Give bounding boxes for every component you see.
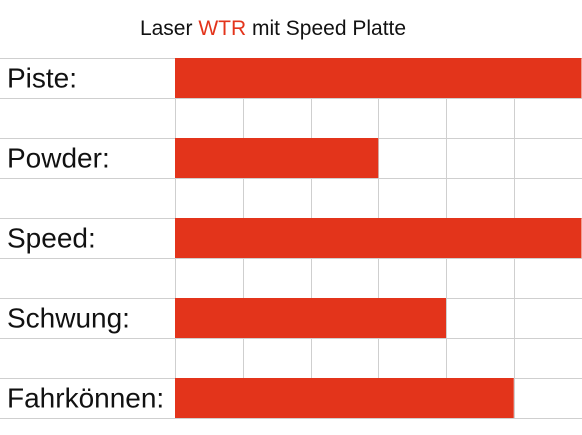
title-part: WTR bbox=[198, 17, 246, 40]
bar bbox=[175, 138, 379, 178]
title-part: mit Speed Platte bbox=[246, 17, 406, 40]
category-label: Powder: bbox=[7, 142, 110, 173]
bar bbox=[175, 378, 514, 418]
category-label: Fahrkönnen: bbox=[7, 382, 164, 413]
category-label: Speed: bbox=[7, 222, 96, 253]
bar bbox=[175, 298, 446, 338]
chart-title: Laser WTR mit Speed Platte bbox=[140, 17, 406, 40]
bar bbox=[175, 58, 582, 98]
bar bbox=[175, 218, 582, 258]
title-part: Laser bbox=[140, 17, 198, 40]
category-label: Piste: bbox=[7, 62, 77, 93]
category-label: Schwung: bbox=[7, 302, 130, 333]
